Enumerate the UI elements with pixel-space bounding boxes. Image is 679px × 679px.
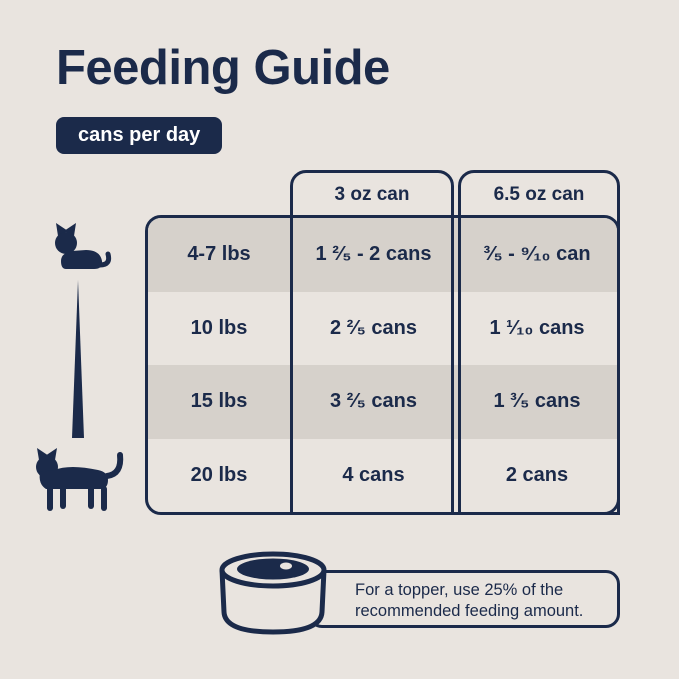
- weight-cell: 4-7 lbs: [187, 243, 251, 266]
- table-row: 15 lbs 3 ²⁄₅ cans 1 ³⁄₅ cans: [148, 365, 617, 439]
- column-header-label: 3 oz can: [334, 184, 410, 205]
- column-header-6-5oz-can: 6.5 oz can: [458, 170, 620, 515]
- table-row: 20 lbs 4 cans 2 cans: [148, 439, 617, 513]
- topper-note-box: For a topper, use 25% of the recommended…: [308, 570, 620, 628]
- topper-note-line1: For a topper, use 25% of the: [355, 581, 564, 599]
- large-can-cell: 1 ¹⁄₁₀ cans: [489, 316, 585, 339]
- page-title: Feeding Guide: [56, 41, 390, 95]
- small-cat-icon: [55, 223, 112, 269]
- small-can-cell: 2 ²⁄₅ cans: [330, 316, 417, 339]
- small-can-cell: 3 ²⁄₅ cans: [330, 390, 417, 413]
- feeding-table: 4-7 lbs 1 ²⁄₅ - 2 cans ³⁄₅ - ⁹⁄₁₀ can 10…: [145, 215, 620, 515]
- small-can-cell: 1 ²⁄₅ - 2 cans: [315, 243, 432, 266]
- cans-per-day-badge: cans per day: [56, 117, 223, 154]
- large-can-cell: 1 ³⁄₅ cans: [493, 390, 581, 413]
- size-scale-spike-icon: [72, 280, 84, 438]
- weight-cell: 15 lbs: [190, 390, 248, 413]
- table-row: 4-7 lbs 1 ²⁄₅ - 2 cans ³⁄₅ - ⁹⁄₁₀ can: [148, 218, 617, 292]
- weight-cell: 10 lbs: [190, 316, 248, 339]
- large-cat-icon: [36, 448, 124, 511]
- table-row: 10 lbs 2 ²⁄₅ cans 1 ¹⁄₁₀ cans: [148, 292, 617, 366]
- wet-food-can-icon: [219, 551, 327, 635]
- topper-note-line2: recommended feeding amount.: [355, 602, 584, 620]
- small-can-cell: 4 cans: [342, 463, 405, 486]
- column-header-3oz-can: 3 oz can: [290, 170, 454, 515]
- large-can-cell: ³⁄₅ - ⁹⁄₁₀ can: [483, 243, 591, 266]
- column-header-label: 6.5 oz can: [493, 184, 585, 205]
- large-can-cell: 2 cans: [505, 463, 569, 486]
- weight-cell: 20 lbs: [190, 463, 248, 486]
